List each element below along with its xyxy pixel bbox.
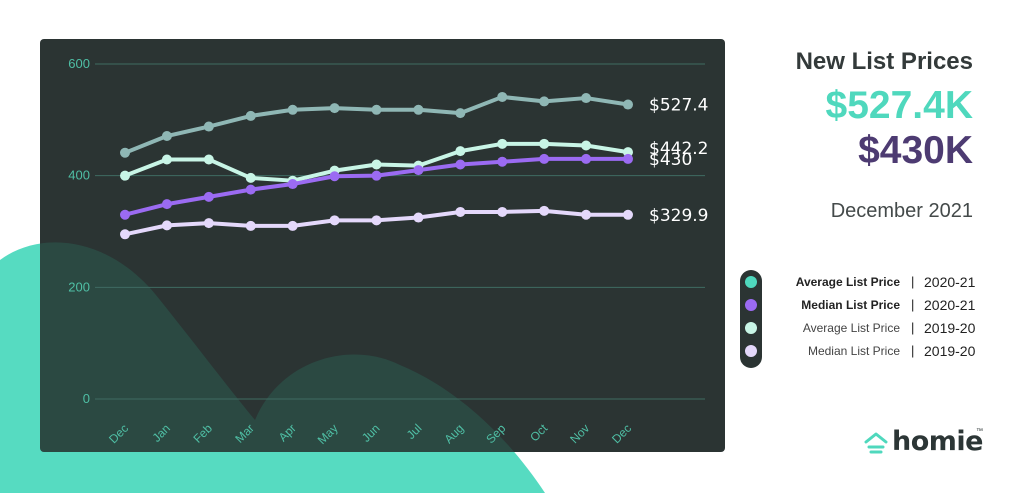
data-point — [581, 93, 592, 104]
data-point — [497, 206, 508, 217]
house-icon — [864, 432, 888, 454]
legend-period: 2019-20 — [924, 343, 976, 359]
data-point — [371, 215, 382, 226]
legend-dot — [745, 276, 757, 288]
data-point — [120, 170, 130, 181]
data-point — [497, 156, 508, 167]
data-point — [413, 212, 424, 223]
data-point — [161, 199, 172, 210]
data-point — [245, 172, 256, 183]
data-point — [161, 131, 172, 142]
x-tick-label: Oct — [527, 421, 551, 445]
data-point — [539, 205, 550, 216]
logo-trademark: ™ — [976, 428, 983, 435]
y-tick-label: 400 — [68, 168, 90, 183]
chart-title: New List Prices — [795, 48, 973, 75]
homie-logo: homie ™ — [864, 426, 994, 458]
data-point — [455, 206, 466, 217]
legend-separator: | — [911, 320, 915, 335]
legend-period: 2019-20 — [924, 320, 976, 336]
data-point — [203, 218, 214, 229]
legend-separator: | — [911, 297, 915, 312]
data-point — [371, 159, 382, 170]
x-tick-label: Nov — [567, 421, 592, 446]
data-point — [581, 153, 592, 164]
data-point — [120, 229, 130, 240]
data-point — [623, 209, 633, 220]
legend-separator: | — [911, 274, 915, 289]
data-point — [539, 153, 550, 164]
chart-panel: 0 200 400 600 Dec Jan Feb Mar Apr May Jun Jul Aug Sep… — [40, 39, 725, 452]
legend: Average List Price | 2020-21 Median List Pr… — [740, 270, 1000, 370]
period-label: December 2021 — [830, 200, 973, 222]
end-value-label: $430 — [649, 150, 692, 170]
data-point — [287, 104, 298, 115]
data-point — [539, 138, 550, 149]
y-tick-label: 200 — [68, 279, 90, 294]
data-point — [413, 104, 424, 115]
y-tick-label: 0 — [83, 391, 90, 406]
data-point — [120, 209, 130, 220]
legend-label: Average List Price — [802, 321, 900, 335]
x-tick-label: Dec — [609, 421, 634, 446]
legend-dot — [745, 322, 757, 334]
data-point — [455, 108, 466, 119]
data-point — [413, 165, 424, 176]
data-point — [497, 91, 508, 102]
end-value-label: $527.4 — [649, 96, 708, 116]
data-point — [623, 99, 633, 110]
legend-separator: | — [911, 343, 915, 358]
legend-label: Median List Price — [807, 344, 900, 358]
legend-period: 2020-21 — [924, 297, 976, 313]
data-point — [329, 103, 340, 114]
data-point — [161, 154, 172, 165]
data-point — [497, 138, 508, 149]
logo-text: homie — [892, 426, 983, 457]
legend-bar — [740, 270, 762, 368]
data-point — [287, 179, 298, 190]
data-point — [203, 121, 214, 132]
data-point — [203, 191, 214, 202]
average-price-value: $527.4K — [825, 84, 973, 127]
data-point — [203, 154, 214, 165]
data-point — [371, 104, 382, 115]
y-tick-label: 600 — [68, 56, 90, 71]
data-point — [161, 220, 172, 231]
legend-dot — [745, 299, 757, 311]
data-point — [120, 147, 130, 158]
legend-label: Average List Price — [795, 275, 900, 289]
data-point — [455, 159, 466, 170]
data-point — [245, 110, 256, 121]
data-point — [455, 146, 466, 157]
data-point — [371, 170, 382, 181]
data-point — [581, 209, 592, 220]
data-point — [245, 184, 256, 195]
data-point — [329, 171, 340, 182]
data-point — [329, 215, 340, 226]
data-point — [581, 140, 592, 151]
legend-label: Median List Price — [801, 298, 900, 312]
end-value-label: $442.2 — [649, 139, 708, 159]
legend-period: 2020-21 — [924, 274, 976, 290]
median-price-value: $430K — [858, 129, 973, 172]
data-point — [245, 220, 256, 231]
data-point — [287, 220, 298, 231]
data-point — [539, 96, 550, 107]
legend-dot — [745, 345, 757, 357]
data-point — [623, 153, 633, 164]
end-value-label: $329.9 — [649, 206, 708, 226]
